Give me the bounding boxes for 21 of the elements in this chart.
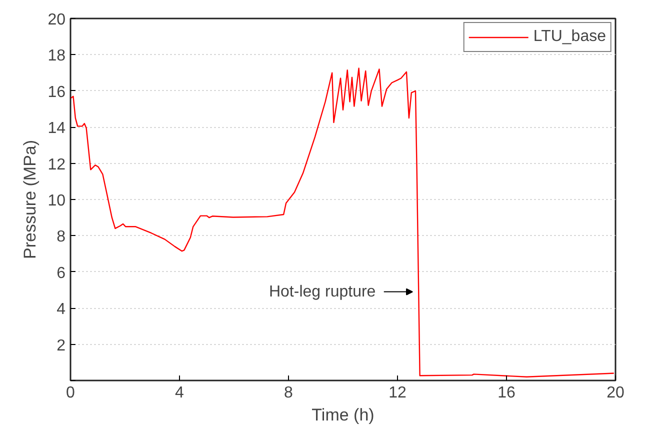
- y-tick-label: 4: [56, 301, 66, 318]
- x-tick-label: 4: [175, 384, 184, 402]
- y-tick-label: 12: [48, 156, 66, 174]
- y-tick-label: 16: [48, 84, 66, 101]
- y-tick-label: 8: [56, 228, 66, 246]
- annotation: Hot-leg rupture: [268, 283, 376, 300]
- x-axis-title: Time (h): [312, 406, 374, 424]
- x-tick-label: 20: [606, 384, 624, 402]
- y-tick-label: 10: [48, 192, 66, 210]
- x-tick-label: 16: [498, 384, 516, 402]
- x-tick-label: 8: [284, 384, 294, 402]
- legend-label: LTU_base: [533, 28, 606, 46]
- line-series: [70, 68, 614, 378]
- x-tick-label: 12: [388, 384, 406, 402]
- y-axis-title: Pressure (MPa): [20, 140, 40, 260]
- y-tick-label: 6: [56, 264, 66, 282]
- y-tick-label: 20: [48, 12, 66, 28]
- x-tick-label: 0: [66, 384, 76, 402]
- y-tick-label: 14: [48, 120, 66, 138]
- y-tick-label: 18: [48, 48, 66, 65]
- y-tick-label: 2: [56, 337, 66, 354]
